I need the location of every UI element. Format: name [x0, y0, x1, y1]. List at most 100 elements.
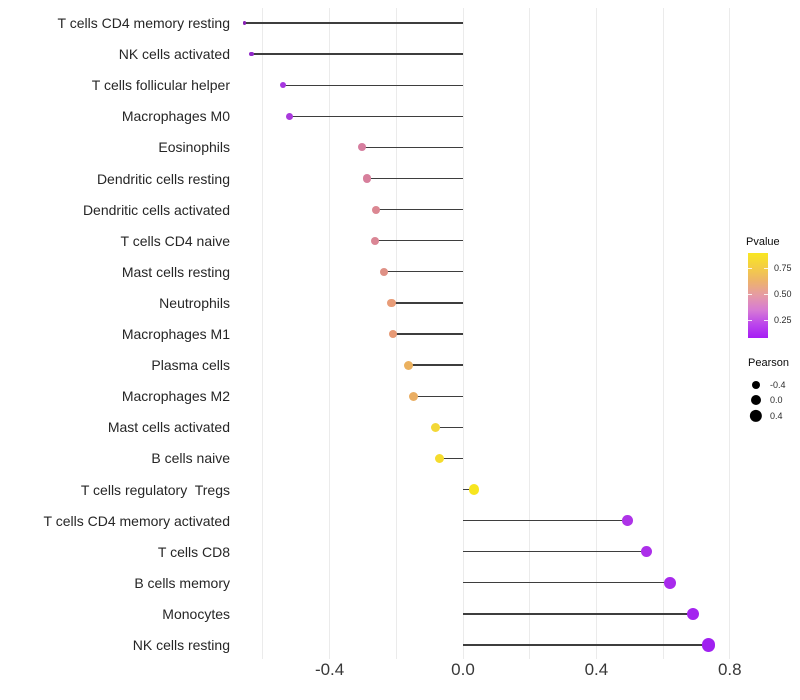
row-label: Macrophages M0 — [121, 108, 230, 125]
gridline — [262, 8, 264, 659]
lollipop-segment — [463, 613, 694, 615]
lollipop-dot — [242, 21, 247, 25]
lollipop-dot — [468, 484, 480, 495]
gridline — [729, 8, 731, 659]
row-label: Mast cells activated — [107, 419, 230, 436]
lollipop-segment — [463, 551, 647, 553]
pvalue-colorbar: 0.75 0.50 0.25 — [748, 253, 792, 338]
lollipop-dot — [371, 205, 380, 214]
row-label: Neutrophils — [159, 294, 230, 311]
lollipop-dot — [663, 576, 676, 589]
pearson-legend-items: -0.4 0.0 0.4 — [748, 377, 789, 424]
row-label: Plasma cells — [151, 357, 230, 374]
lollipop-segment — [362, 146, 463, 149]
lollipop-segment — [463, 582, 670, 584]
colorbar-tick — [748, 320, 752, 322]
lollipop-segment — [375, 208, 463, 211]
row-label: Mast cells resting — [121, 263, 230, 280]
colorbar-tick — [748, 293, 752, 295]
lollipop-dot — [702, 638, 716, 652]
lollipop-dot — [388, 329, 398, 339]
lollipop-segment — [439, 457, 463, 460]
x-tick-label: 0.0 — [451, 660, 475, 679]
lollipop-dot — [248, 51, 254, 57]
lollipop-dot — [641, 546, 653, 558]
pearson-legend-item: 0.0 — [748, 393, 789, 409]
lollipop-segment — [289, 115, 463, 117]
lollipop-segment — [244, 22, 463, 24]
colorbar-tick — [764, 268, 768, 270]
lollipop-dot — [430, 422, 441, 433]
colorbar-tick — [764, 293, 768, 295]
lollipop-segment — [391, 302, 463, 304]
pearson-legend-dot — [751, 395, 761, 406]
pvalue-legend: Pvalue — [746, 236, 800, 248]
row-label: Eosinophils — [158, 139, 230, 156]
colorbar-tick — [748, 268, 752, 270]
pearson-legend-title: Pearson — [748, 357, 789, 369]
lollipop-segment — [392, 333, 463, 335]
lollipop-dot — [434, 453, 445, 464]
lollipop-dot — [387, 298, 396, 308]
colorbar-tick-label: 0.50 — [774, 288, 792, 299]
row-label: Monocytes — [162, 605, 230, 622]
lollipop-dot — [358, 143, 367, 152]
lollipop-dot — [286, 112, 294, 120]
row-label: T cells follicular helper — [91, 77, 230, 94]
lollipop-segment — [384, 271, 463, 273]
x-tick-label: 0.8 — [717, 660, 742, 679]
gridline — [529, 8, 531, 659]
lollipop-dot — [404, 360, 414, 370]
row-label: B cells naive — [151, 450, 230, 467]
row-label: Macrophages M1 — [121, 326, 230, 342]
lollipop-segment — [463, 644, 709, 646]
pvalue-legend-title: Pvalue — [746, 236, 780, 248]
colorbar-tick-label: 0.75 — [774, 263, 792, 274]
lollipop-segment — [282, 84, 463, 86]
gridline — [662, 8, 664, 659]
lollipop-segment — [463, 488, 474, 491]
lollipop-segment — [435, 426, 463, 428]
x-tick-label: 0.4 — [584, 660, 609, 679]
pearson-legend-dot — [749, 409, 763, 422]
lollipop-segment — [374, 240, 463, 242]
lollipop-dot — [409, 391, 419, 401]
row-label: T cells CD4 naive — [120, 232, 230, 249]
lollipop-segment — [413, 395, 463, 397]
lollipop-dot — [363, 174, 372, 183]
row-label: T cells CD4 memory activated — [43, 512, 230, 529]
colorbar-tick-label: 0.25 — [774, 315, 792, 326]
colorbar-tick — [764, 320, 768, 322]
lollipop-dot — [279, 82, 287, 89]
row-label: Dendritic cells resting — [96, 170, 230, 187]
row-label: B cells memory — [134, 574, 230, 591]
lollipop-dot — [380, 267, 389, 276]
lollipop-dot — [686, 607, 700, 621]
lollipop-dot — [622, 515, 634, 526]
gridline — [329, 8, 331, 659]
row-label: NK cells resting — [132, 637, 230, 653]
gridline — [462, 8, 464, 659]
pearson-legend-item: -0.4 — [748, 377, 789, 393]
lollipop-segment — [367, 177, 463, 180]
row-label: Macrophages M2 — [121, 388, 230, 405]
pearson-legend-dot — [752, 380, 760, 389]
row-label: T cells CD8 — [157, 543, 230, 560]
row-label: NK cells activated — [118, 46, 230, 63]
pearson-legend-label: -0.4 — [770, 379, 786, 390]
pearson-legend-item: 0.4 — [748, 408, 789, 424]
pearson-legend-label: 0.4 — [770, 410, 783, 421]
lollipop-segment — [408, 364, 463, 366]
row-label: T cells regulatory Tregs — [80, 481, 230, 498]
pearson-legend-label: 0.0 — [770, 395, 783, 406]
row-label: T cells CD4 memory resting — [57, 15, 230, 31]
x-tick-label: -0.4 — [314, 660, 345, 679]
row-label: Dendritic cells activated — [82, 201, 230, 218]
pvalue-colorbar-wrap: 0.75 0.50 0.25 — [748, 253, 792, 338]
gridline — [595, 8, 597, 659]
lollipop-segment — [251, 53, 463, 55]
lollipop-segment — [463, 519, 628, 522]
lollipop-dot — [370, 236, 380, 245]
pearson-legend: Pearson -0.4 0.0 0.4 — [748, 357, 789, 424]
